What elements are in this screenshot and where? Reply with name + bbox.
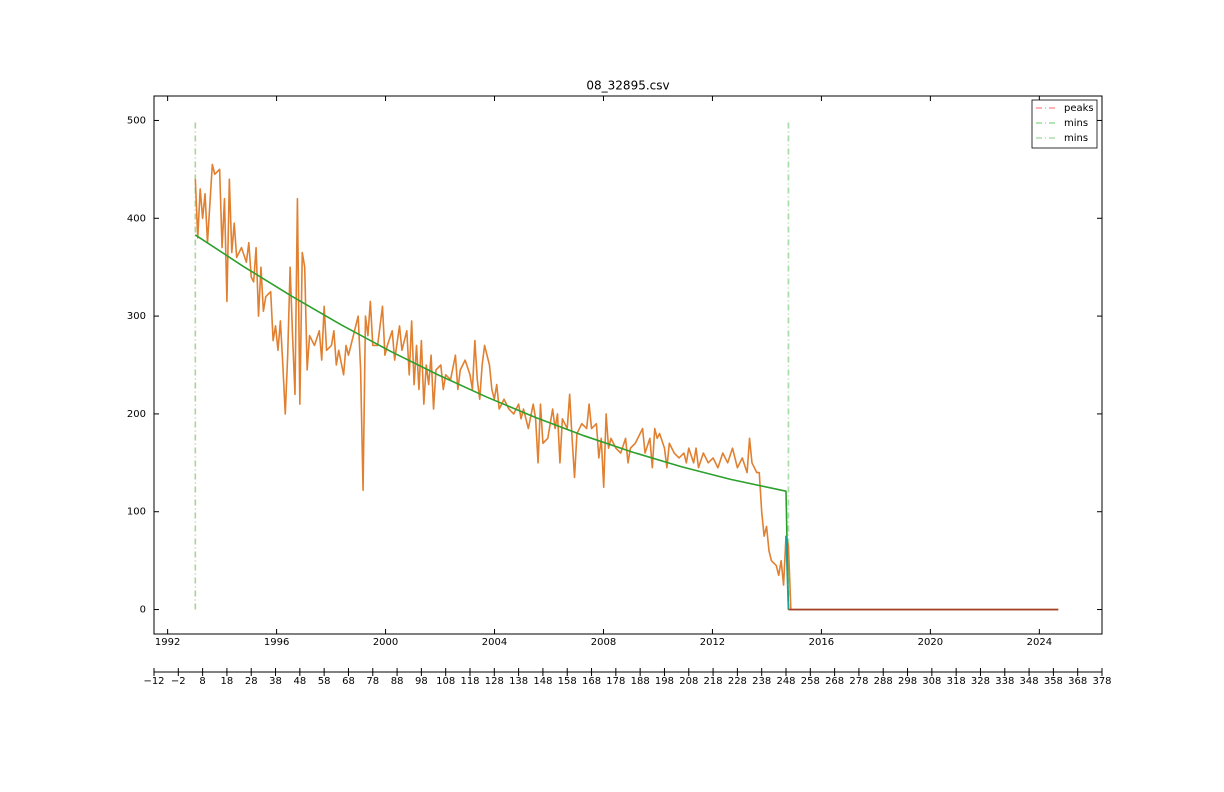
- x-tick-label: 298: [898, 676, 917, 687]
- series-line: [785, 536, 790, 610]
- y-tick-label: 0: [140, 605, 146, 616]
- x-tick-label: 308: [922, 676, 941, 687]
- x-tick-label: 148: [533, 676, 552, 687]
- date-tick-label: 2016: [809, 637, 834, 648]
- x-tick-label: 158: [558, 676, 577, 687]
- legend-label: mins: [1064, 133, 1088, 144]
- series-line: [194, 234, 790, 610]
- date-tick-label: 2008: [591, 637, 616, 648]
- x-tick-label: 328: [971, 676, 990, 687]
- x-tick-label: 58: [318, 676, 331, 687]
- date-tick-label: 1996: [264, 637, 289, 648]
- x-tick-label: 318: [947, 676, 966, 687]
- x-tick-label: 268: [825, 676, 844, 687]
- x-tick-label: 228: [728, 676, 747, 687]
- x-tick-label: 198: [655, 676, 674, 687]
- x-tick-label: 338: [995, 676, 1014, 687]
- x-tick-label: 68: [342, 676, 355, 687]
- x-tick-label: 48: [293, 676, 306, 687]
- x-tick-label: −12: [143, 676, 164, 687]
- y-tick-label: 200: [127, 409, 146, 420]
- x-tick-label: 168: [582, 676, 601, 687]
- x-tick-label: 368: [1068, 676, 1087, 687]
- y-tick-label: 100: [127, 507, 146, 518]
- x-tick-label: 178: [606, 676, 625, 687]
- x-tick-label: 8: [199, 676, 205, 687]
- legend-label: mins: [1064, 118, 1088, 129]
- x-tick-label: 208: [679, 676, 698, 687]
- x-tick-label: 88: [391, 676, 404, 687]
- date-tick-label: 2004: [482, 637, 507, 648]
- y-tick-label: 500: [127, 115, 146, 126]
- x-tick-label: 258: [801, 676, 820, 687]
- legend-label: peaks: [1064, 103, 1094, 114]
- x-tick-label: 108: [436, 676, 455, 687]
- x-tick-label: 238: [752, 676, 771, 687]
- x-tick-label: 278: [849, 676, 868, 687]
- axes-frame: [153, 95, 1103, 635]
- date-tick-label: 1992: [155, 637, 180, 648]
- date-tick-label: 2000: [373, 637, 398, 648]
- date-tick-label: 2020: [918, 637, 943, 648]
- x-tick-label: 18: [221, 676, 234, 687]
- x-tick-label: 188: [631, 676, 650, 687]
- x-tick-label: 38: [269, 676, 282, 687]
- x-tick-label: 28: [245, 676, 258, 687]
- x-tick-label: 348: [1020, 676, 1039, 687]
- x-tick-label: 128: [485, 676, 504, 687]
- x-tick-label: 248: [776, 676, 795, 687]
- legend-box: [1031, 99, 1098, 149]
- x-tick-label: 98: [415, 676, 428, 687]
- series-line: [194, 163, 1059, 611]
- chart-title: 08_32895.csv: [586, 79, 669, 93]
- x-tick-label: 358: [1044, 676, 1063, 687]
- x-tick-label: 288: [874, 676, 893, 687]
- x-tick-label: −2: [171, 676, 186, 687]
- x-tick-label: 138: [509, 676, 528, 687]
- date-tick-label: 2024: [1027, 637, 1052, 648]
- plot-area: [194, 120, 1059, 611]
- y-tick-label: 400: [127, 213, 146, 224]
- date-tick-label: 2012: [700, 637, 725, 648]
- x-tick-label: 378: [1092, 676, 1111, 687]
- x-tick-label: 118: [460, 676, 479, 687]
- y-tick-label: 300: [127, 311, 146, 322]
- x-tick-label: 78: [366, 676, 379, 687]
- x-tick-label: 218: [704, 676, 723, 687]
